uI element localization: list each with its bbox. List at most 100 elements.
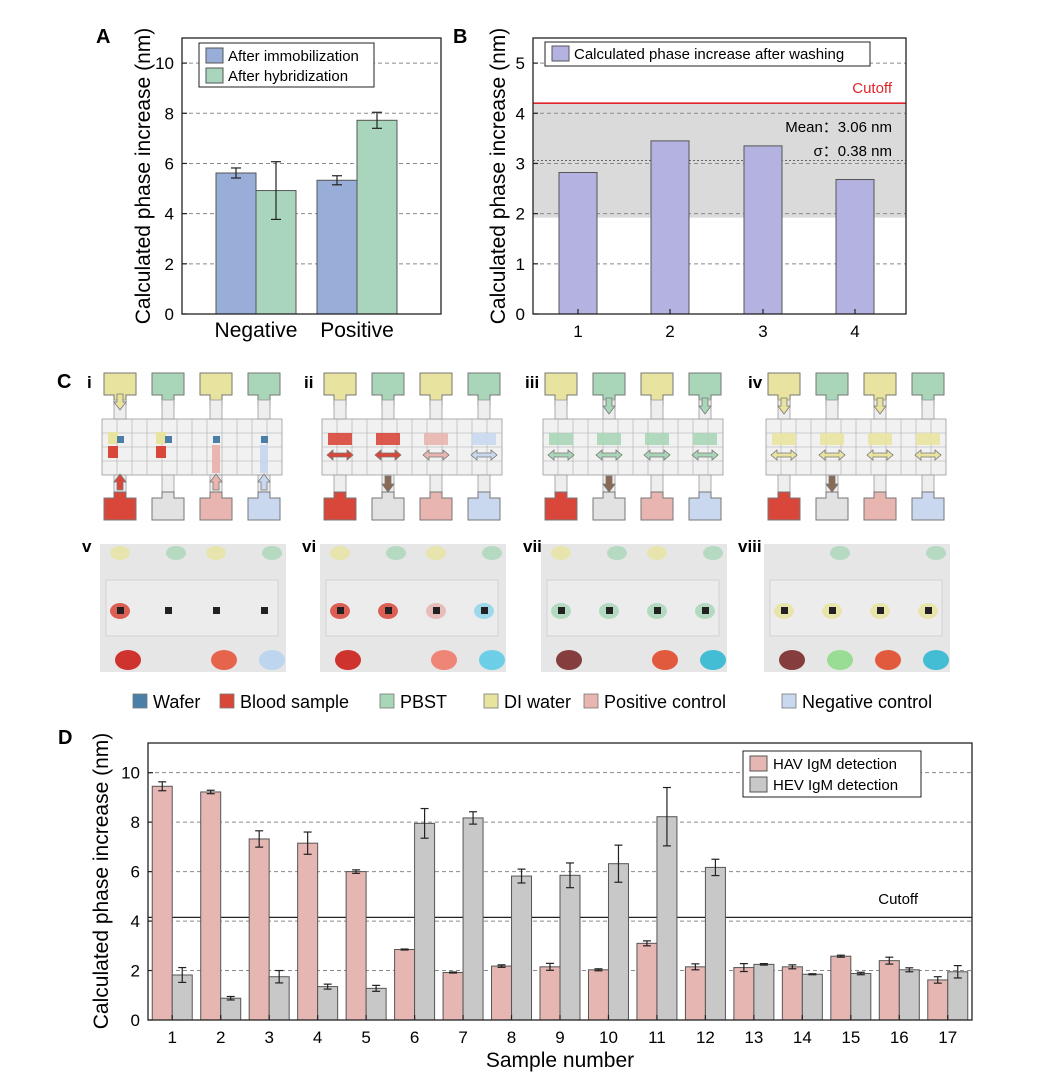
glass-chip (325, 579, 499, 637)
x-tick-label: 1 (168, 1028, 177, 1047)
down-arrow (825, 475, 839, 493)
liquid-drop (108, 446, 118, 458)
wafer-chip (606, 607, 613, 614)
down-arrow (873, 397, 887, 415)
bar (248, 838, 270, 1021)
glass-chip (769, 579, 943, 637)
outlet-reservoir (323, 491, 357, 521)
outlet-reservoir (815, 491, 849, 521)
legend-label: HEV IgM detection (773, 777, 898, 794)
bar (539, 966, 561, 1021)
outlet-reservoir (911, 491, 945, 521)
wafer-chip (829, 607, 836, 614)
cutoff-label: Cutoff (852, 80, 893, 97)
x-tick-label: 8 (507, 1028, 516, 1047)
top-droplet (206, 546, 226, 560)
channel (650, 399, 664, 420)
flow-arrow (374, 449, 402, 461)
liquid-drop (156, 446, 166, 458)
x-tick-label: 11 (648, 1028, 666, 1047)
bottom-droplet (652, 650, 678, 670)
x-tick-label: 4 (313, 1028, 322, 1047)
x-tick-label: 3 (264, 1028, 273, 1047)
liquid-strip (645, 433, 669, 445)
y-tick-label: 8 (131, 813, 140, 832)
outlet-reservoir (767, 491, 801, 521)
legend-label: After hybridization (228, 68, 348, 85)
bar (878, 960, 900, 1021)
legend-swatch (379, 693, 395, 709)
up-arrow (257, 473, 271, 491)
channel (257, 399, 271, 420)
legend-box (742, 750, 922, 798)
x-tick-label: 16 (890, 1028, 909, 1047)
channel (921, 399, 935, 420)
bar (297, 842, 319, 1021)
top-droplet (647, 546, 667, 560)
bar (684, 966, 706, 1021)
bar (947, 971, 969, 1021)
bar (743, 145, 783, 315)
liquid-column (260, 445, 268, 473)
legend-label: DI water (504, 692, 571, 712)
bar (356, 119, 398, 315)
top-droplet (262, 546, 282, 560)
legend-swatch (551, 45, 570, 62)
cutoff-label: Cutoff (878, 891, 919, 908)
flow-arrow (643, 449, 671, 461)
outlet-reservoir (467, 491, 501, 521)
wafer-square (117, 436, 124, 443)
outlet-reservoir (199, 491, 233, 521)
bar (835, 179, 875, 315)
y-tick-label: 6 (165, 154, 174, 173)
y-tick-label: 0 (516, 305, 525, 324)
flow-arrow (470, 449, 498, 461)
y-tick-label: 3 (516, 154, 525, 173)
photo-3: vii (523, 537, 727, 672)
wafer-chip (781, 607, 788, 614)
wafer-chip (702, 607, 709, 614)
bottom-droplet (335, 650, 361, 670)
outlet-reservoir (640, 491, 674, 521)
flow-arrow (818, 449, 846, 461)
legend-label: HAV IgM detection (773, 756, 897, 773)
wafer-chip (433, 607, 440, 614)
top-droplet (386, 546, 406, 560)
legend-swatch (205, 67, 224, 84)
panel-label-b: B (453, 26, 467, 48)
top-droplet (166, 546, 186, 560)
flow-arrow (326, 449, 354, 461)
chart-d: 0 2 4 6 8 10 Calculated phase increase (nm) Cut… (90, 733, 973, 1072)
flow-arrow (691, 449, 719, 461)
panel-c-photos: v vi vii viii (82, 537, 950, 672)
liquid-drop (108, 432, 118, 444)
plot-frame (532, 37, 907, 315)
bar (733, 967, 755, 1021)
plot-frame (181, 37, 442, 315)
bar (394, 949, 416, 1021)
photo-4: viii (738, 537, 950, 672)
y-tick-label: 4 (131, 912, 140, 931)
liquid-strip (424, 433, 448, 445)
bar (898, 969, 920, 1021)
bar (927, 979, 949, 1021)
y-tick-label: 0 (165, 305, 174, 324)
bar (317, 986, 339, 1021)
bar (781, 966, 803, 1021)
legend-swatch (219, 693, 235, 709)
bar (414, 822, 436, 1021)
flow-arrow (595, 449, 623, 461)
down-arrow (602, 397, 616, 415)
bar (801, 973, 823, 1021)
flow-arrow (866, 449, 894, 461)
liquid-strip (772, 433, 796, 445)
top-droplet (482, 546, 502, 560)
liquid-strip (820, 433, 844, 445)
outlet-reservoir (544, 491, 578, 521)
liquid-strip (328, 433, 352, 445)
bar (559, 874, 581, 1021)
y-tick-label: 1 (516, 255, 525, 274)
channel (554, 399, 568, 420)
top-droplet (426, 546, 446, 560)
